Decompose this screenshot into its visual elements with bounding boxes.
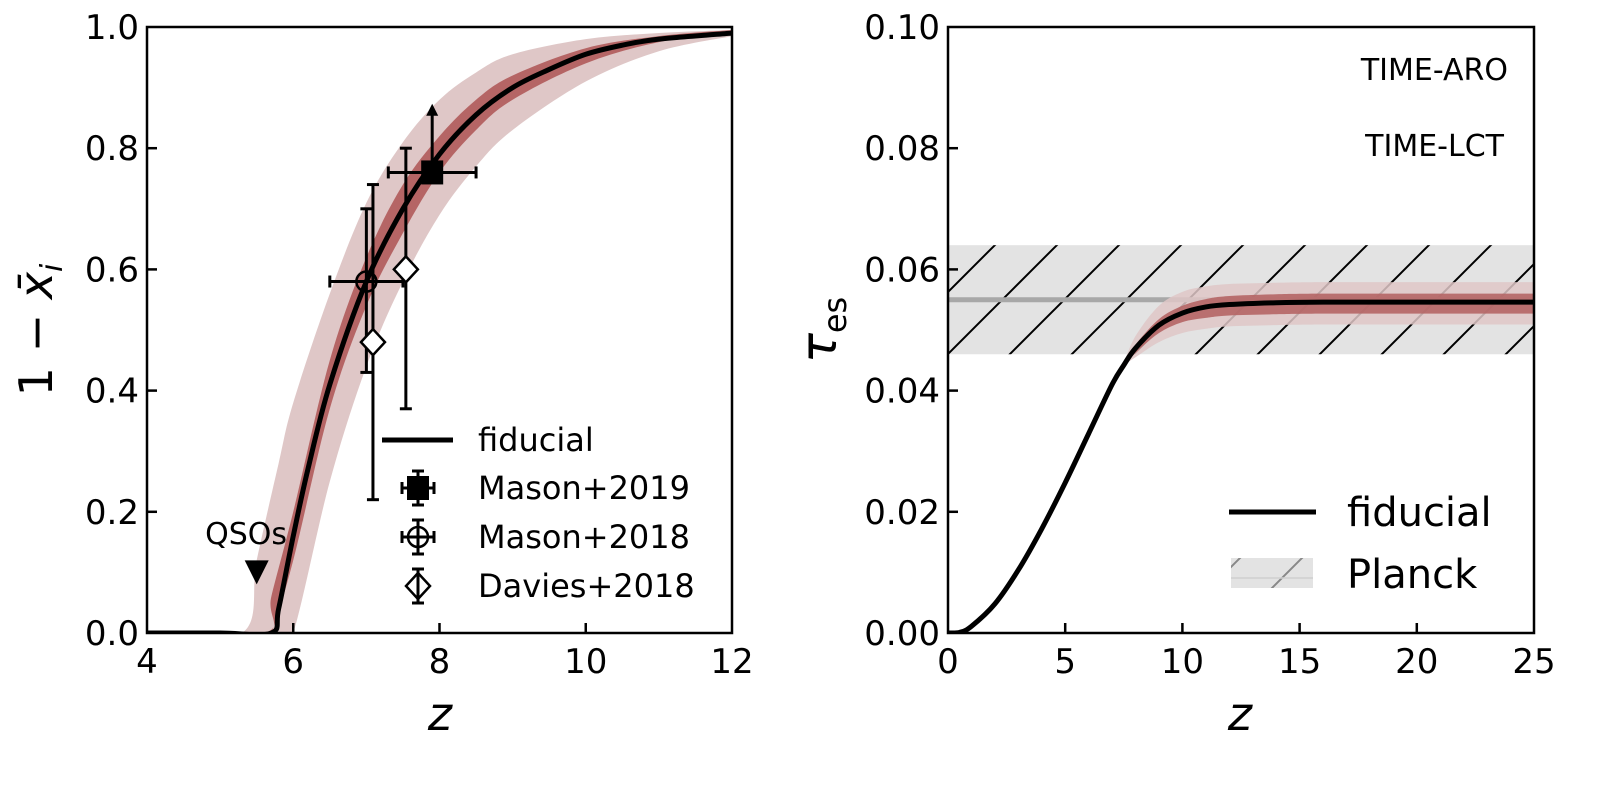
right-ylabel-tau: τ: [790, 332, 848, 363]
y-tick-label: 0.02: [864, 493, 940, 533]
x-tick-label: 0: [937, 642, 959, 682]
left-legend: fiducial Mason+2019 Mason+2018 Davies+2018: [382, 421, 695, 605]
right-axes-frame: [946, 25, 1536, 635]
legend-label: fiducial: [1347, 490, 1492, 536]
svg-text:τes: τes: [790, 297, 854, 363]
right-xlabel: z: [1227, 687, 1253, 741]
legend-label: fiducial: [478, 421, 594, 459]
x-tick-label: 20: [1395, 642, 1438, 682]
time-lct-band: [1123, 293, 1534, 367]
x-tick-label: 5: [1054, 642, 1076, 682]
data-point-mason-2019: [386, 103, 478, 185]
left-plot-area: [147, 30, 732, 633]
y-tick-label: 0.0: [85, 614, 139, 654]
legend-label: Planck: [1347, 552, 1478, 598]
legend-square-icon: [407, 476, 429, 500]
y-tick-label: 0.4: [85, 372, 139, 412]
data-point-davies-2018: [359, 183, 387, 502]
legend-circle-icon: [406, 525, 430, 549]
y-tick-label: 0.00: [864, 614, 940, 654]
left-ylabel: 1 − x̄i: [9, 263, 70, 396]
right-ylabel: τes: [790, 297, 854, 363]
legend-label: Davies+2018: [478, 567, 695, 605]
qsos-annotation: QSOs: [205, 517, 287, 552]
x-tick-label: 10: [564, 642, 607, 682]
left-ticks: 4 6 8 10 12 0.0 0.2 0.4 0.6 0.8 1.0: [85, 8, 754, 682]
legend-item-planck: Planck: [1231, 552, 1478, 598]
lower-limit-arrow-icon: [426, 103, 439, 116]
x-tick-label: 6: [282, 642, 304, 682]
right-ticks: 0 5 10 15 20 25 0.00 0.02 0.04 0.06 0.08 0.10: [864, 8, 1555, 682]
left-ylabel-x: x̄: [9, 271, 63, 301]
y-tick-label: 0.6: [85, 250, 139, 290]
right-legend: fiducial Planck: [1229, 490, 1492, 598]
legend-item-mason-2019: Mason+2019: [400, 469, 690, 507]
x-tick-label: 4: [136, 642, 158, 682]
time-aro-band: [147, 30, 732, 633]
x-tick-label: 10: [1161, 642, 1204, 682]
fiducial-line: [147, 30, 732, 633]
right-ylabel-sub: es: [816, 297, 854, 333]
x-tick-label: 12: [710, 642, 753, 682]
y-tick-label: 1.0: [85, 8, 139, 48]
triangle-marker: [244, 560, 269, 585]
time-aro-label: TIME-ARO: [1360, 53, 1508, 88]
legend-label: Mason+2019: [478, 469, 690, 507]
data-point-qsos: [244, 560, 269, 585]
y-tick-label: 0.08: [864, 129, 940, 169]
x-tick-label: 8: [429, 642, 451, 682]
fiducial-line: [948, 299, 1534, 633]
diamond-marker: [359, 327, 387, 357]
svg-text:1 − x̄i: 1 − x̄i: [9, 263, 70, 396]
left-ylabel-sub: i: [35, 263, 70, 272]
y-tick-label: 0.8: [85, 129, 139, 169]
y-tick-label: 0.2: [85, 493, 139, 533]
y-tick-label: 0.04: [864, 372, 940, 412]
x-tick-label: 25: [1512, 642, 1555, 682]
right-panel: 0 5 10 15 20 25 0.00 0.02 0.04 0.06 0.08 0.10 z τes…: [790, 8, 1556, 741]
left-ylabel-prefix: 1 −: [9, 299, 63, 396]
y-tick-label: 0.06: [864, 250, 940, 290]
legend-label: Mason+2018: [478, 518, 690, 556]
x-tick-label: 15: [1278, 642, 1321, 682]
legend-item-fiducial: fiducial: [382, 421, 594, 459]
right-plot-area: [948, 245, 1534, 633]
y-tick-label: 0.10: [864, 8, 940, 48]
square-marker: [421, 160, 444, 185]
time-lct-label: TIME-LCT: [1364, 129, 1504, 164]
legend-planck-hatch-icon: [1231, 558, 1313, 588]
data-point-davies-2018: [392, 146, 420, 411]
left-xlabel: z: [427, 687, 453, 741]
legend-item-fiducial: fiducial: [1229, 490, 1492, 536]
legend-item-davies-2018: Davies+2018: [404, 567, 695, 605]
legend-item-mason-2018: Mason+2018: [400, 518, 690, 556]
left-panel: 4 6 8 10 12 0.0 0.2 0.4 0.6 0.8 1.0 z 1 − x̄i QSOs…: [9, 8, 754, 741]
diamond-marker: [392, 254, 420, 285]
circle-marker: [355, 270, 378, 293]
left-data-points: [244, 103, 478, 585]
